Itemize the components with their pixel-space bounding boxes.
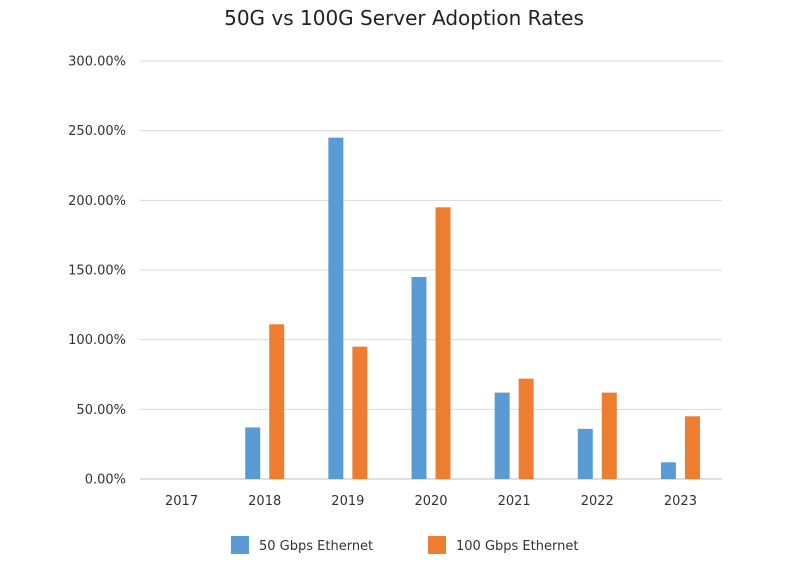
y-axis-tick-labels: 0.00% 50.00% 100.00% 150.00% 200.00% 250.00% 3… xyxy=(68,55,126,488)
x-tick-label: 2018 xyxy=(248,494,281,509)
bar-50g-2023 xyxy=(660,462,676,479)
bar-100g-2018 xyxy=(269,324,285,479)
x-tick-label: 2021 xyxy=(498,494,531,509)
bar-50g-2022 xyxy=(577,428,593,479)
y-tick-label: 300.00% xyxy=(68,55,126,70)
x-axis-tick-labels: 2017 2018 2019 2020 2021 2022 2023 xyxy=(165,494,697,509)
y-tick-label: 100.00% xyxy=(68,333,126,348)
bar-50g-2019 xyxy=(328,137,344,479)
gridlines xyxy=(140,60,722,480)
y-tick-label: 150.00% xyxy=(68,264,126,279)
bar-100g-2019 xyxy=(352,346,368,479)
y-tick-label: 50.00% xyxy=(76,403,126,418)
bar-100g-2023 xyxy=(684,416,700,479)
bar-100g-2022 xyxy=(601,392,617,479)
bars xyxy=(245,137,700,480)
chart-title: 50G vs 100G Server Adoption Rates xyxy=(224,6,584,30)
bar-100g-2021 xyxy=(518,378,534,479)
x-tick-label: 2019 xyxy=(331,494,364,509)
x-tick-label: 2022 xyxy=(581,494,614,509)
bar-50g-2018 xyxy=(245,427,261,479)
legend-label: 50 Gbps Ethernet xyxy=(259,539,373,554)
legend-swatch-50g xyxy=(231,536,249,554)
y-tick-label: 200.00% xyxy=(68,194,126,209)
x-tick-label: 2020 xyxy=(414,494,447,509)
bar-100g-2020 xyxy=(435,207,451,480)
x-tick-label: 2017 xyxy=(165,494,198,509)
y-tick-label: 250.00% xyxy=(68,124,126,139)
legend: 50 Gbps Ethernet 100 Gbps Ethernet xyxy=(231,536,578,554)
bar-50g-2020 xyxy=(411,276,427,479)
legend-swatch-100g xyxy=(428,536,446,554)
y-tick-label: 0.00% xyxy=(85,473,126,488)
bar-50g-2021 xyxy=(494,392,510,479)
x-tick-label: 2023 xyxy=(664,494,697,509)
legend-label: 100 Gbps Ethernet xyxy=(456,539,578,554)
